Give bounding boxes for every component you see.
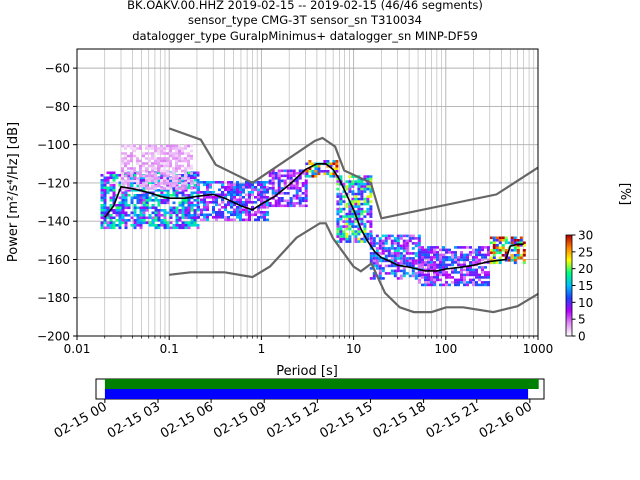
colorbar-tick-label: 10 (578, 296, 593, 310)
ppsd-plot: 0.01 0.1 1 10 100 1000 −60 −80 −100 −120 −140 −160… (6, 48, 554, 379)
x-tick-label: 0.1 (160, 342, 179, 356)
colorbar-gradient (565, 234, 573, 337)
y-tick-label: −120 (37, 176, 70, 190)
coverage-tick-label: 02-15 09 (211, 399, 269, 441)
coverage-tick-label: 02-15 15 (317, 399, 375, 441)
coverage-bars (104, 379, 539, 399)
y-tick-label: −180 (37, 291, 70, 305)
x-axis-ticks: 0.01 0.1 1 10 100 1000 (64, 336, 554, 356)
x-tick-label: 1 (258, 342, 266, 356)
coverage-tick-label: 02-15 06 (158, 399, 216, 441)
colorbar: 0 5 10 15 20 25 30 [%] (565, 183, 632, 344)
density-region (369, 234, 421, 280)
colorbar-tick-label: 30 (578, 229, 593, 243)
density-region (121, 144, 193, 190)
figure-title: BK.OAKV.00.HHZ 2019-02-15 -- 2019-02-15 … (127, 0, 483, 43)
y-axis-label: Power [m²/s⁴/Hz] [dB] (6, 122, 21, 262)
colorbar-tick-label: 0 (578, 330, 586, 344)
coverage-tick-label: 02-15 00 (52, 399, 110, 441)
x-tick-label: 1000 (523, 342, 554, 356)
title-line-station: BK.OAKV.00.HHZ 2019-02-15 -- 2019-02-15 … (127, 0, 483, 12)
y-tick-label: −80 (45, 100, 70, 114)
coverage-tick-label: 02-15 21 (424, 399, 482, 441)
low-noise-model-line (169, 222, 538, 314)
y-tick-label: −160 (37, 253, 70, 267)
colorbar-label: [%] (617, 183, 632, 206)
coverage-tick-label: 02-15 03 (105, 399, 163, 441)
title-line-sensor: sensor_type CMG-3T sensor_sn T310034 (188, 13, 422, 27)
y-tick-label: −100 (37, 138, 70, 152)
coverage-bar-processed (104, 379, 539, 389)
y-tick-label: −200 (37, 330, 70, 344)
colorbar-tick-label: 20 (578, 262, 593, 276)
x-tick-label: 10 (346, 342, 361, 356)
x-tick-label: 100 (434, 342, 457, 356)
x-axis-label: Period [s] (276, 364, 338, 379)
x-tick-label: 0.01 (64, 342, 91, 356)
colorbar-tick-label: 5 (578, 313, 586, 327)
y-axis-ticks: −60 −80 −100 −120 −140 −160 −180 −200 (37, 62, 77, 344)
coverage-bar-data (104, 389, 529, 399)
density-region (197, 181, 269, 222)
mode-line (104, 163, 524, 272)
noise-model-layer (168, 127, 538, 314)
density-region (418, 246, 490, 287)
high-noise-model-line (168, 127, 538, 220)
y-tick-label: −60 (45, 62, 70, 76)
coverage-tick-label: 02-15 12 (264, 399, 322, 441)
mode-layer (104, 163, 524, 272)
plot-frame (76, 48, 539, 337)
density-layer (100, 144, 526, 287)
colorbar-tick-label: 25 (578, 245, 593, 259)
y-tick-label: −140 (37, 215, 70, 229)
title-line-datalogger: datalogger_type GuralpMinimus+ datalogge… (132, 29, 478, 43)
colorbar-tick-label: 15 (578, 279, 593, 293)
coverage-tick-label: 02-16 00 (477, 399, 535, 441)
colorbar-ticks: 0 5 10 15 20 25 30 (572, 229, 593, 344)
coverage-tick-label: 02-15 18 (370, 399, 428, 441)
